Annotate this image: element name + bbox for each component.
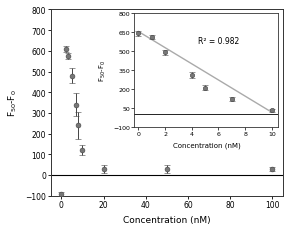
Y-axis label: F$_{50}$-F$_0$: F$_{50}$-F$_0$ <box>7 89 19 117</box>
X-axis label: Concentration (nM): Concentration (nM) <box>123 215 211 224</box>
